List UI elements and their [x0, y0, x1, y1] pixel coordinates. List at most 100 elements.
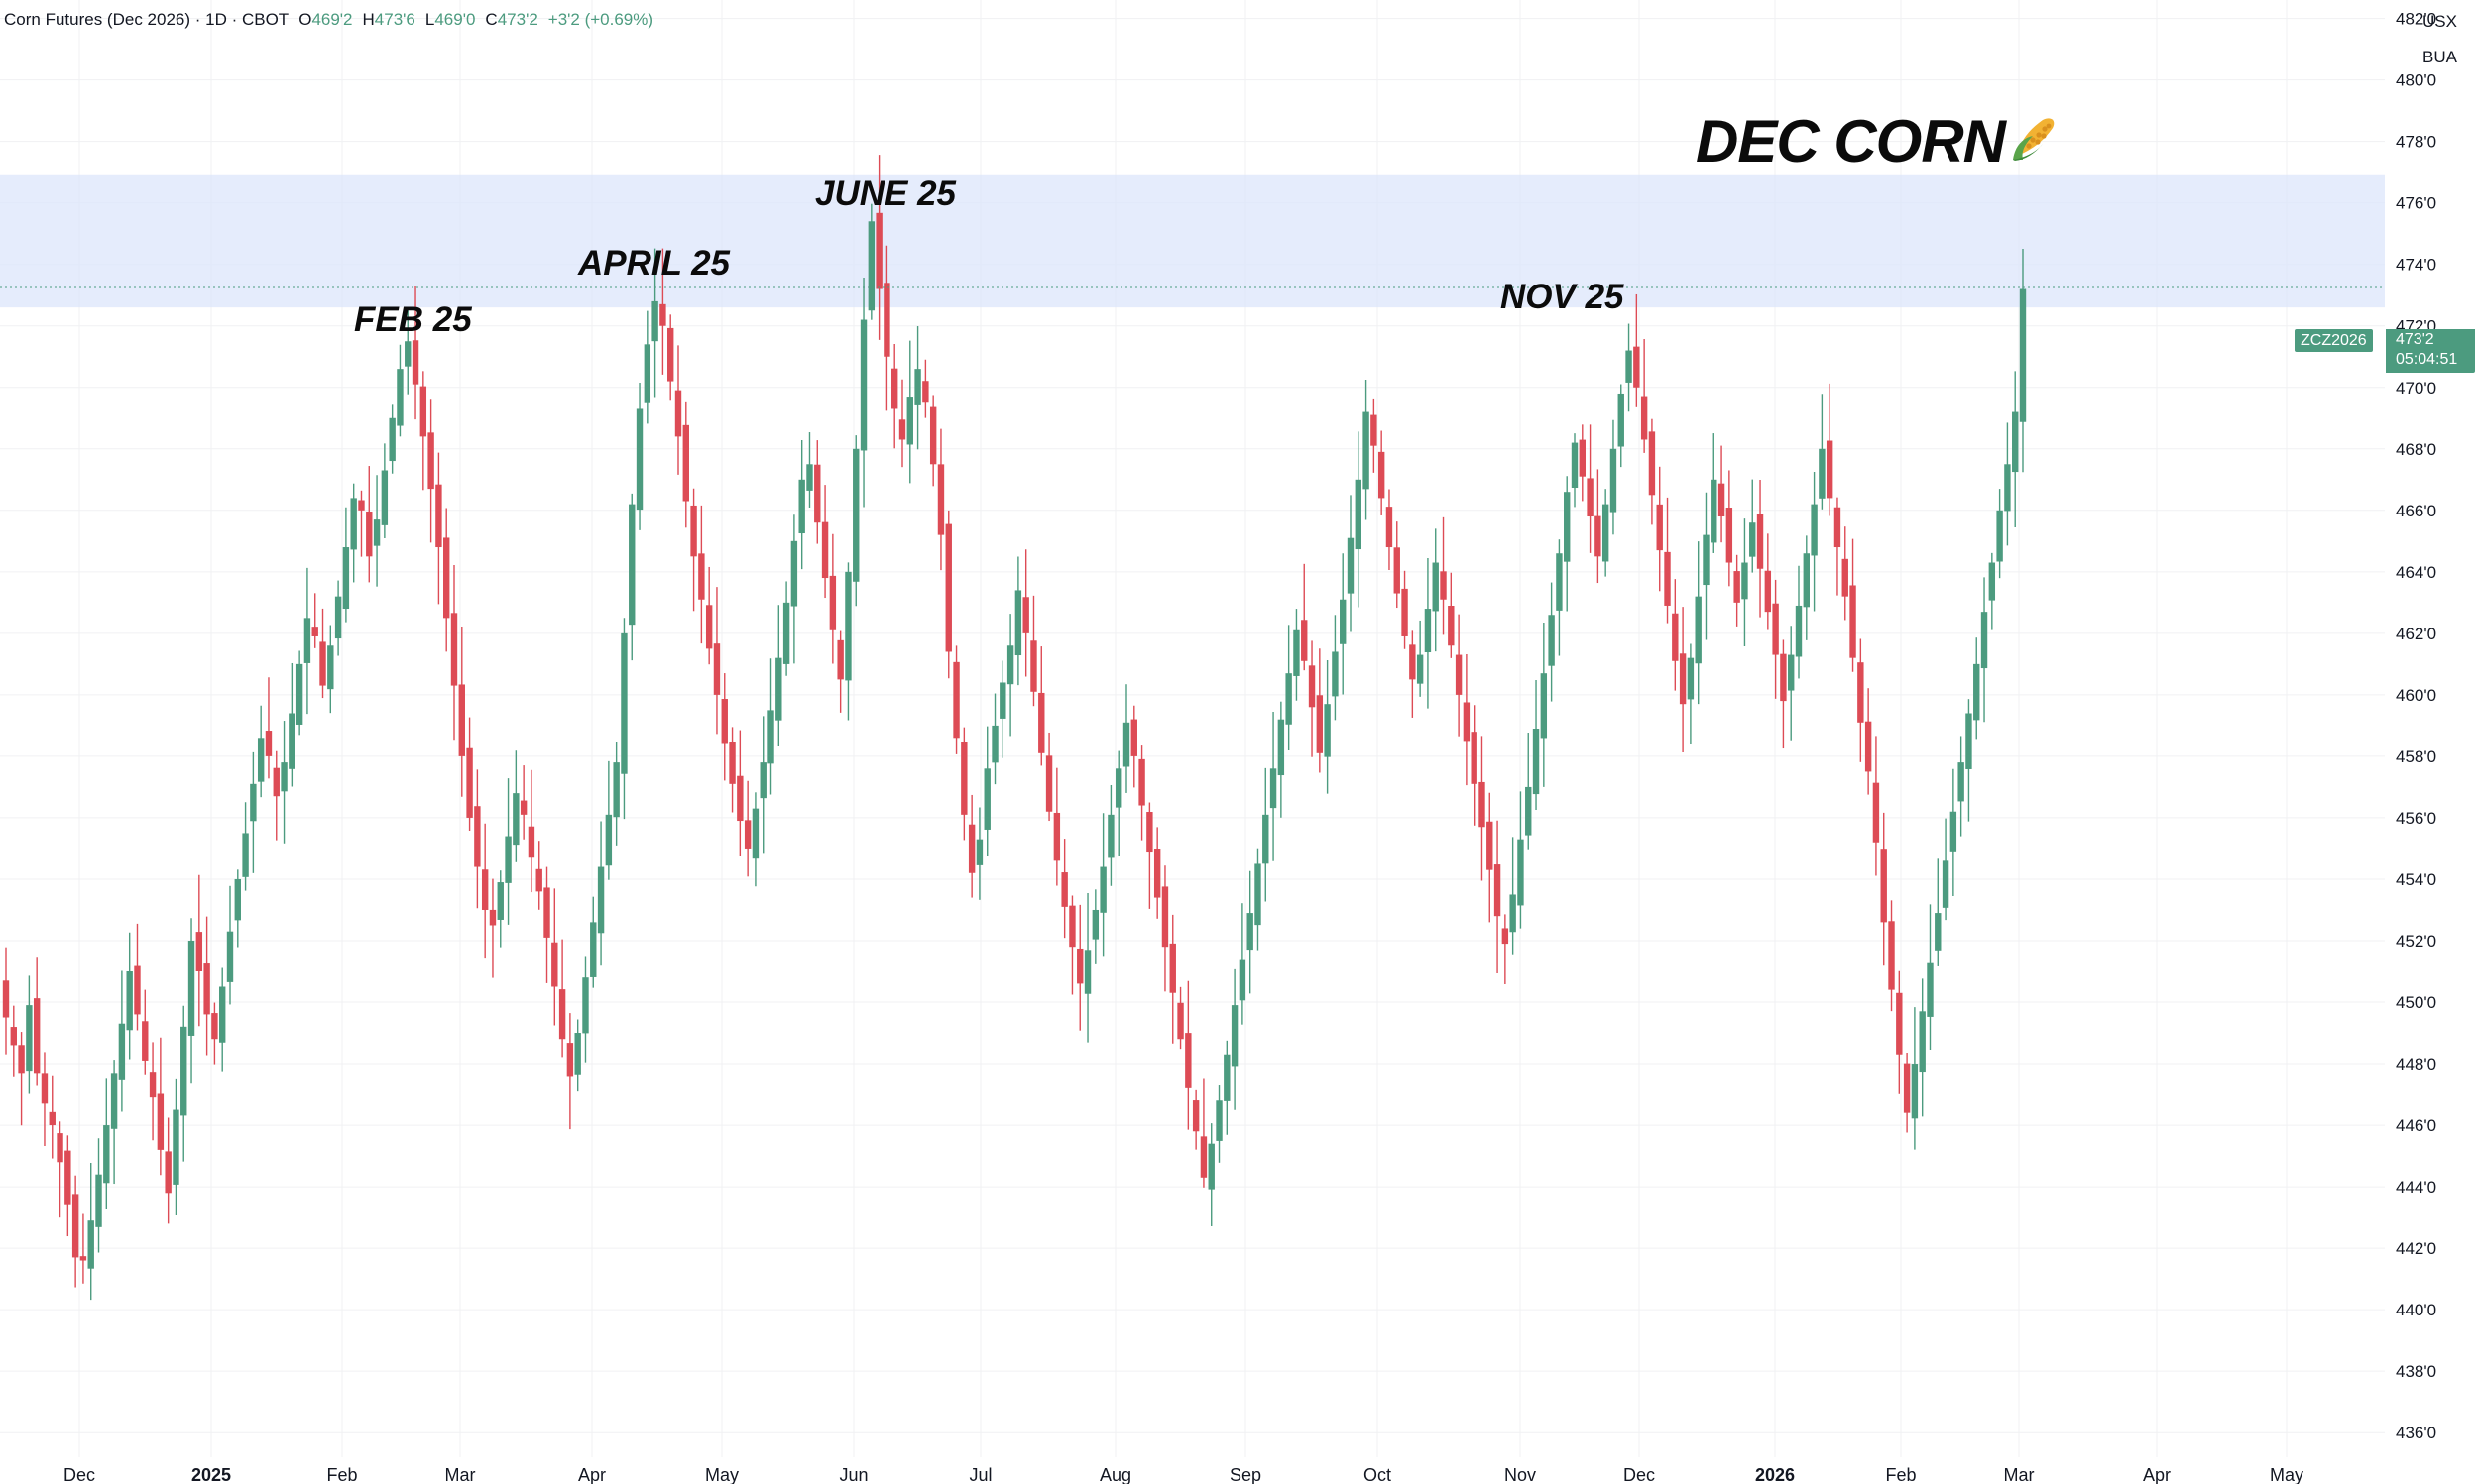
candle-body	[898, 419, 906, 440]
low-label: L	[424, 10, 435, 29]
time-axis[interactable]: Dec 2025 Feb Mar Apr May Jun Jul Aug Sep Oct Nov Dec…	[63, 1465, 2303, 1484]
candle-body	[389, 417, 396, 462]
unit-label[interactable]: BUA	[2422, 48, 2457, 66]
candle-body	[450, 613, 458, 686]
candle-body	[914, 369, 921, 405]
price-axis[interactable]: 436'0 438'0 440'0 442'0 444'0 446'0 448'0 450'0…	[2396, 10, 2436, 1443]
x-tick-label: 2026	[1755, 1465, 1795, 1484]
candle-body	[760, 762, 767, 799]
candle-body	[1609, 448, 1617, 513]
candle-body	[659, 303, 666, 326]
candle-body	[1122, 722, 1130, 767]
x-tick-label: Dec	[1623, 1465, 1655, 1484]
candle-body	[1440, 571, 1447, 600]
candle-body	[173, 1109, 179, 1185]
candle-body	[590, 922, 597, 977]
candle-body	[1038, 692, 1045, 753]
candle-body	[1069, 905, 1076, 948]
x-tick-label: Mar	[445, 1465, 476, 1484]
candle-body	[149, 1072, 157, 1098]
candle-body	[358, 500, 365, 511]
candle-body	[1540, 673, 1548, 739]
high-label: H	[362, 10, 375, 29]
candle-body	[226, 931, 234, 982]
y-tick-label: 470'0	[2396, 379, 2436, 398]
x-tick-label: Dec	[63, 1465, 95, 1484]
candle-body	[1864, 721, 1872, 772]
symbol-name[interactable]: Corn Futures (Dec 2026) · 1D · CBOT	[4, 10, 290, 29]
candle-body	[1903, 1063, 1911, 1113]
candle-body	[381, 470, 389, 525]
candle-body	[1362, 411, 1369, 490]
x-tick-label: Feb	[326, 1465, 357, 1484]
candle-body	[636, 408, 644, 511]
currency-label[interactable]: USX	[2422, 12, 2457, 31]
candle-body	[1061, 872, 1068, 907]
candle-body	[64, 1150, 71, 1205]
candle-body	[1957, 762, 1964, 802]
candle-body	[103, 1125, 110, 1184]
candle-body	[1340, 599, 1347, 644]
candle-body	[1501, 928, 1509, 945]
candle-body	[1717, 483, 1725, 517]
y-tick-label: 436'0	[2396, 1424, 2436, 1442]
candle-body	[1648, 431, 1656, 496]
y-tick-label: 442'0	[2396, 1239, 2436, 1258]
candle-body	[976, 839, 984, 865]
candle-body	[566, 1043, 574, 1077]
candle-body	[1679, 653, 1687, 705]
candle-body	[621, 632, 628, 774]
candle-body	[1749, 522, 1756, 557]
candle-body	[613, 762, 620, 818]
candle-body	[481, 869, 489, 910]
candle-body	[126, 971, 133, 1031]
candle-body	[1656, 504, 1663, 551]
y-tick-label: 444'0	[2396, 1178, 2436, 1197]
y-tick-label: 446'0	[2396, 1116, 2436, 1135]
candle-body	[752, 808, 760, 859]
candle-body	[435, 484, 442, 548]
y-tick-label: 452'0	[2396, 932, 2436, 951]
candle-body	[814, 464, 821, 523]
x-tick-label: 2025	[191, 1465, 231, 1484]
candle-body	[1741, 562, 1748, 600]
high-value: 473'6	[374, 10, 415, 29]
candle-body	[1409, 644, 1416, 680]
candle-body	[1927, 962, 1934, 1017]
candle-body	[1045, 755, 1053, 812]
candle-body	[551, 942, 558, 987]
candle-body	[1285, 673, 1292, 725]
y-tick-label: 450'0	[2396, 993, 2436, 1012]
current-price-value: 473'2	[2396, 331, 2434, 348]
annotation-feb: FEB 25	[354, 300, 472, 339]
candle-body	[1911, 1064, 1919, 1119]
candle-body	[427, 432, 434, 490]
candle-body	[1811, 504, 1818, 556]
candle-body	[49, 1111, 56, 1126]
candle-body	[968, 824, 976, 873]
candle-body	[157, 1093, 165, 1150]
candle-body	[1424, 609, 1432, 653]
chart-title: DEC CORN	[1696, 107, 2061, 175]
candle-body	[945, 523, 952, 652]
candle-body	[1216, 1100, 1223, 1141]
candle-body	[1795, 605, 1803, 657]
candle-body	[10, 1027, 17, 1046]
candle-body	[1532, 729, 1540, 795]
candle-body	[18, 1045, 25, 1074]
candle-body	[466, 747, 473, 818]
candle-body	[1130, 719, 1137, 756]
candle-body	[273, 767, 280, 797]
candle-body	[1803, 553, 1810, 608]
candle-body	[1980, 612, 1988, 669]
candle-body	[651, 300, 658, 342]
candle-body	[489, 909, 497, 926]
candle-body	[342, 547, 350, 610]
x-tick-label: Mar	[2004, 1465, 2035, 1484]
candle-body	[1601, 504, 1609, 562]
candle-body	[405, 341, 412, 367]
y-tick-label: 468'0	[2396, 440, 2436, 459]
candle-body	[1308, 665, 1316, 708]
candle-body	[667, 327, 674, 382]
candle-body	[265, 731, 273, 756]
